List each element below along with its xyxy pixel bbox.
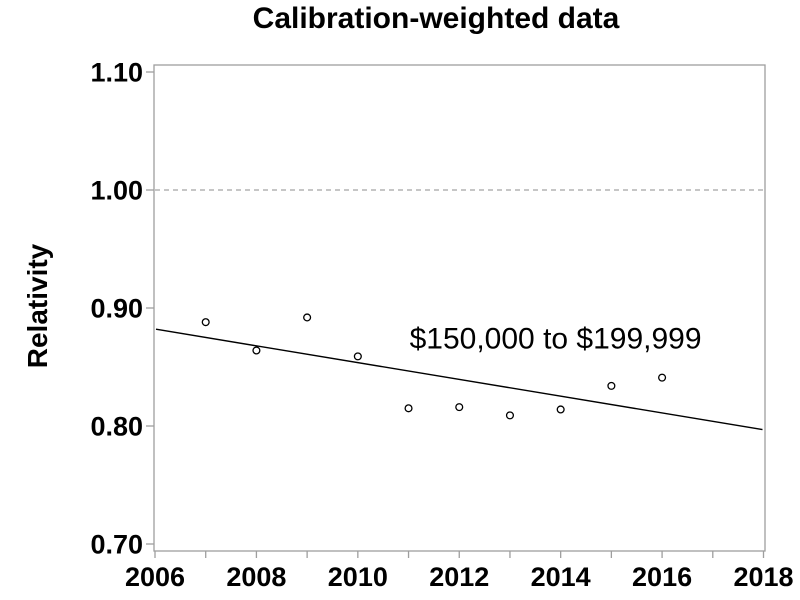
annotation-label: $150,000 to $199,999 bbox=[410, 322, 702, 355]
y-axis-label: Relativity bbox=[22, 243, 53, 369]
x-tick-label-2018: 2018 bbox=[733, 562, 793, 592]
data-point-2009 bbox=[303, 313, 312, 322]
x-tick-label-2010: 2010 bbox=[328, 562, 388, 592]
data-point-2013 bbox=[505, 411, 515, 420]
y-tick-label-0.9: 0.90 bbox=[90, 294, 143, 324]
x-tick-label-2016: 2016 bbox=[632, 562, 692, 592]
data-point-2016 bbox=[658, 373, 667, 382]
data-point-2007 bbox=[201, 318, 210, 327]
data-point-2011 bbox=[404, 404, 413, 413]
data-point-2014 bbox=[556, 405, 565, 414]
data-point-2008 bbox=[252, 346, 261, 355]
y-tick-label-1.1: 1.10 bbox=[90, 58, 143, 88]
y-tick-label-0.8: 0.80 bbox=[90, 412, 143, 442]
x-tick-label-2014: 2014 bbox=[531, 562, 591, 592]
data-point-2015 bbox=[607, 381, 616, 390]
x-tick-label-2006: 2006 bbox=[125, 562, 185, 592]
data-point-2010 bbox=[353, 352, 362, 361]
trend-line bbox=[155, 328, 763, 431]
chart-title: Calibration-weighted data bbox=[252, 2, 620, 35]
data-point-2012 bbox=[455, 403, 464, 412]
x-tick-label-2008: 2008 bbox=[226, 562, 286, 592]
plot-frame bbox=[153, 64, 766, 552]
x-tick-label-2012: 2012 bbox=[429, 562, 489, 592]
y-tick-label-1: 1.00 bbox=[90, 176, 143, 206]
y-tick-label-0.7: 0.70 bbox=[90, 530, 143, 560]
